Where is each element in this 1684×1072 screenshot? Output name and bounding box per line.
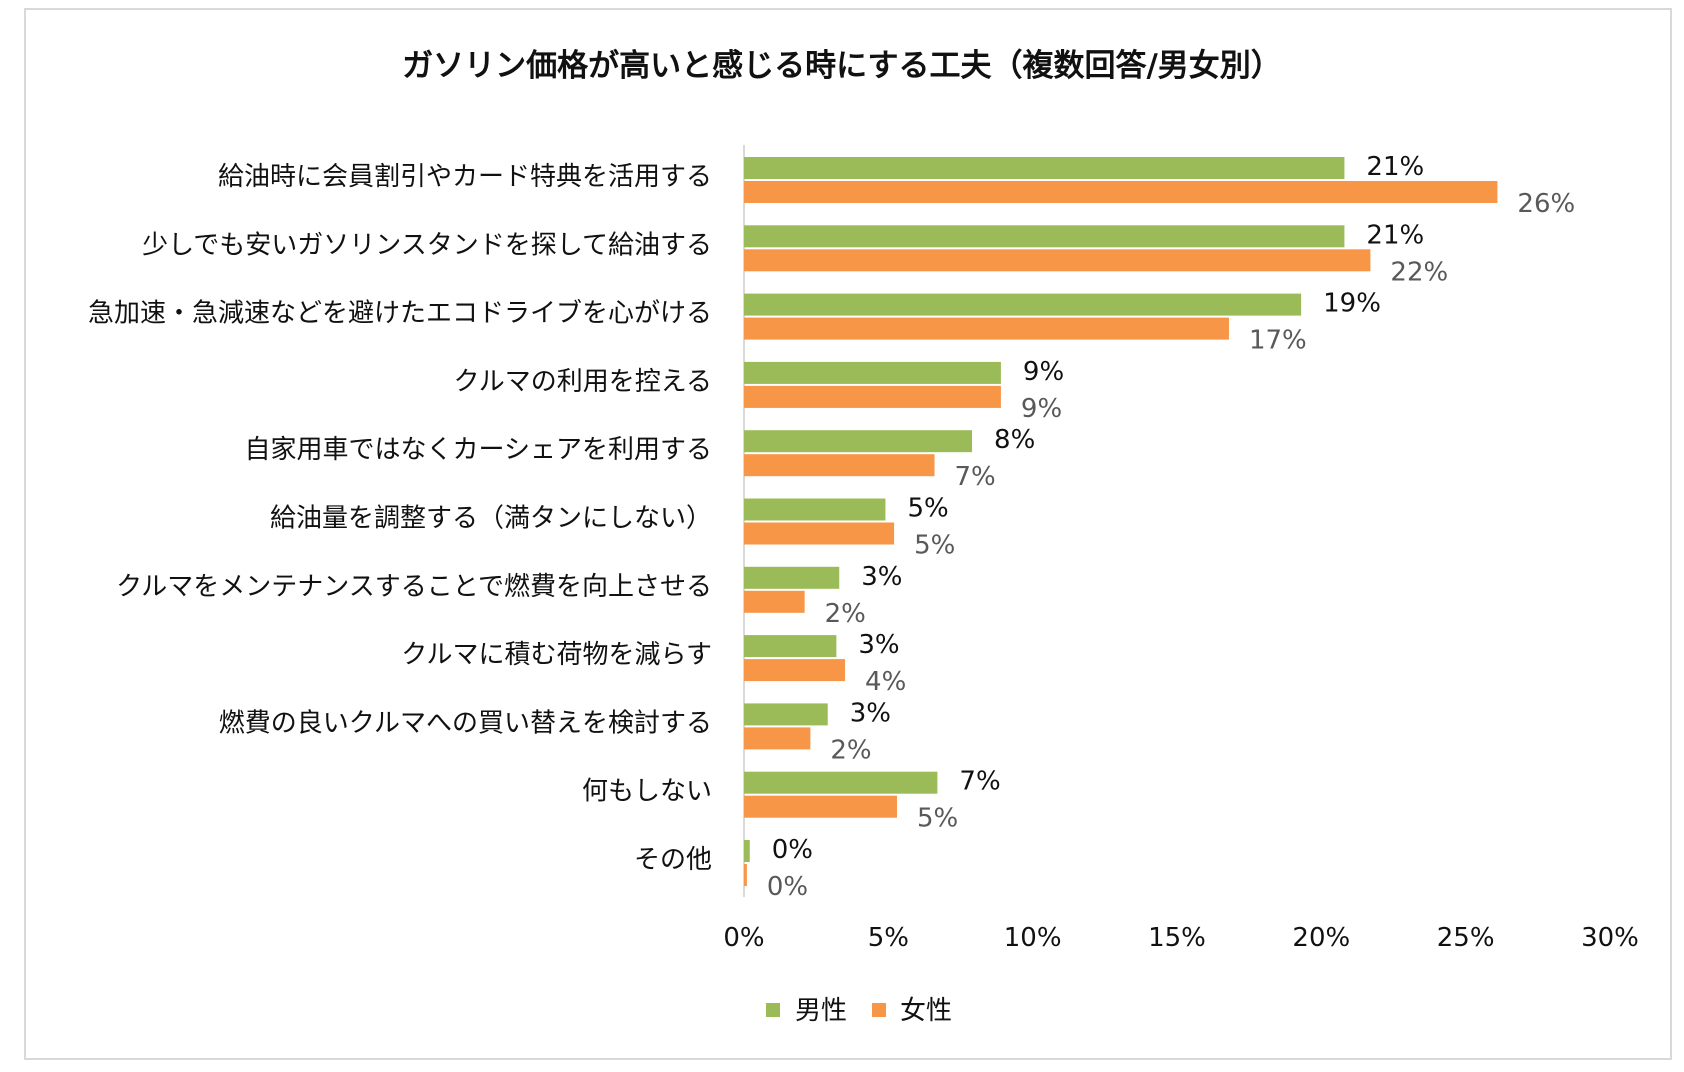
legend-label-male: 男性: [795, 996, 847, 1026]
bar-male: [744, 225, 1345, 248]
data-label-female: 7%: [955, 462, 996, 492]
data-label-male: 19%: [1323, 289, 1381, 319]
category-label: 急加速・急減速などを避けたエコドライブを心がける: [88, 299, 712, 329]
bar-female: [744, 659, 846, 682]
bar-female: [744, 181, 1498, 203]
bar-male: [744, 157, 1345, 179]
data-label-female: 17%: [1249, 326, 1307, 356]
category-label: 燃費の良いクルマへの買い替えを検討する: [219, 708, 712, 738]
bar-female: [744, 522, 895, 545]
data-label-male: 8%: [994, 425, 1035, 455]
category-labels: 給油時に会員割引やカード特典を活用する少しでも安いガソリンスタンドを探して給油す…: [88, 162, 712, 875]
bar-female: [744, 317, 1229, 340]
data-label-female: 5%: [917, 804, 958, 834]
data-label-female: 4%: [865, 667, 906, 697]
category-label: その他: [634, 845, 712, 875]
x-tick-label: 0%: [723, 923, 764, 953]
category-label: 給油量を調整する（満タンにしない）: [270, 504, 712, 534]
data-label-male: 7%: [959, 767, 1000, 797]
bar-female: [744, 864, 747, 886]
category-label: 少しでも安いガソリンスタンドを探して給油する: [142, 230, 712, 260]
bar-female: [744, 249, 1371, 272]
data-label-male: 21%: [1366, 220, 1424, 250]
data-label-male: 5%: [907, 494, 948, 524]
bar-male: [744, 771, 938, 794]
bar-female: [744, 590, 805, 613]
data-label-female: 0%: [767, 872, 808, 902]
bar-male: [744, 566, 840, 589]
category-label: クルマに積む荷物を減らす: [401, 640, 712, 670]
data-label-female: 2%: [825, 599, 866, 629]
x-axis-ticks: 0% 5% 10% 15% 20% 25% 30%: [723, 923, 1639, 953]
legend-label-female: 女性: [900, 996, 952, 1026]
chart-title: ガソリン価格が高いと感じる時にする工夫（複数回答/男女別）: [402, 48, 1282, 84]
data-label-female: 2%: [830, 735, 871, 765]
data-label-female: 26%: [1517, 189, 1575, 219]
bar-female: [744, 795, 897, 818]
bar-male: [744, 293, 1302, 316]
legend-swatch-male: [766, 1003, 780, 1017]
bar-male: [744, 635, 837, 658]
bar-male: [744, 430, 973, 453]
bar-male: [744, 498, 886, 521]
x-tick-label: 20%: [1292, 923, 1350, 953]
bar-female: [744, 385, 1001, 408]
data-label-male: 21%: [1366, 152, 1424, 182]
x-tick-label: 25%: [1437, 923, 1495, 953]
data-label-female: 22%: [1390, 257, 1448, 287]
category-label: クルマの利用を控える: [454, 367, 712, 397]
legend-swatch-female: [872, 1003, 886, 1017]
data-label-male: 3%: [858, 630, 899, 660]
category-label: 給油時に会員割引やカード特典を活用する: [218, 162, 712, 192]
x-tick-label: 30%: [1581, 923, 1639, 953]
data-label-male: 3%: [850, 698, 891, 728]
category-label: 何もしない: [582, 777, 712, 807]
data-label-male: 0%: [772, 835, 813, 865]
data-label-male: 3%: [861, 562, 902, 592]
bar-male: [744, 840, 750, 862]
legend: 男性 女性: [766, 996, 952, 1026]
bars: [744, 157, 1498, 886]
x-tick-label: 5%: [868, 923, 909, 953]
x-tick-label: 10%: [1004, 923, 1062, 953]
data-label-male: 9%: [1023, 357, 1064, 387]
bar-female: [744, 727, 811, 750]
category-label: クルマをメンテナンスすることで燃費を向上させる: [116, 572, 712, 602]
value-labels: 21%26%21%22%19%17%9%9%8%7%5%5%3%2%3%4%3%…: [767, 152, 1575, 902]
bar-male: [744, 361, 1001, 384]
data-label-female: 5%: [914, 531, 955, 561]
data-label-female: 9%: [1021, 394, 1062, 424]
bar-female: [744, 454, 935, 477]
x-tick-label: 15%: [1148, 923, 1206, 953]
category-label: 自家用車ではなくカーシェアを利用する: [245, 435, 712, 465]
bar-male: [744, 703, 828, 726]
